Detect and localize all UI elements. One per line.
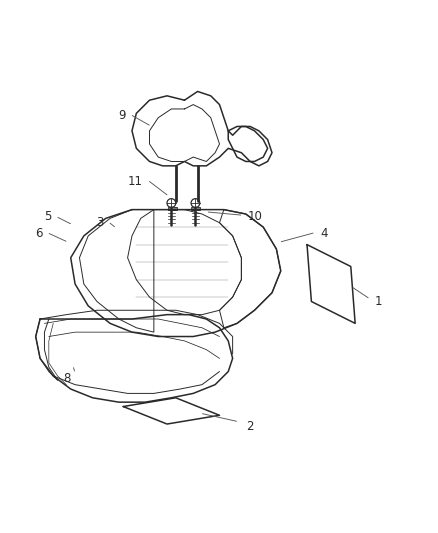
Text: 2: 2 (245, 419, 253, 433)
Text: 6: 6 (35, 227, 42, 240)
Text: 11: 11 (127, 175, 143, 188)
Text: 3: 3 (96, 216, 103, 229)
Text: 8: 8 (63, 372, 71, 385)
Polygon shape (191, 207, 199, 211)
Text: 5: 5 (43, 209, 51, 223)
Text: 9: 9 (118, 109, 125, 122)
Text: 4: 4 (319, 227, 327, 240)
Text: 10: 10 (247, 209, 262, 223)
Polygon shape (168, 207, 177, 211)
Text: 1: 1 (374, 295, 381, 308)
